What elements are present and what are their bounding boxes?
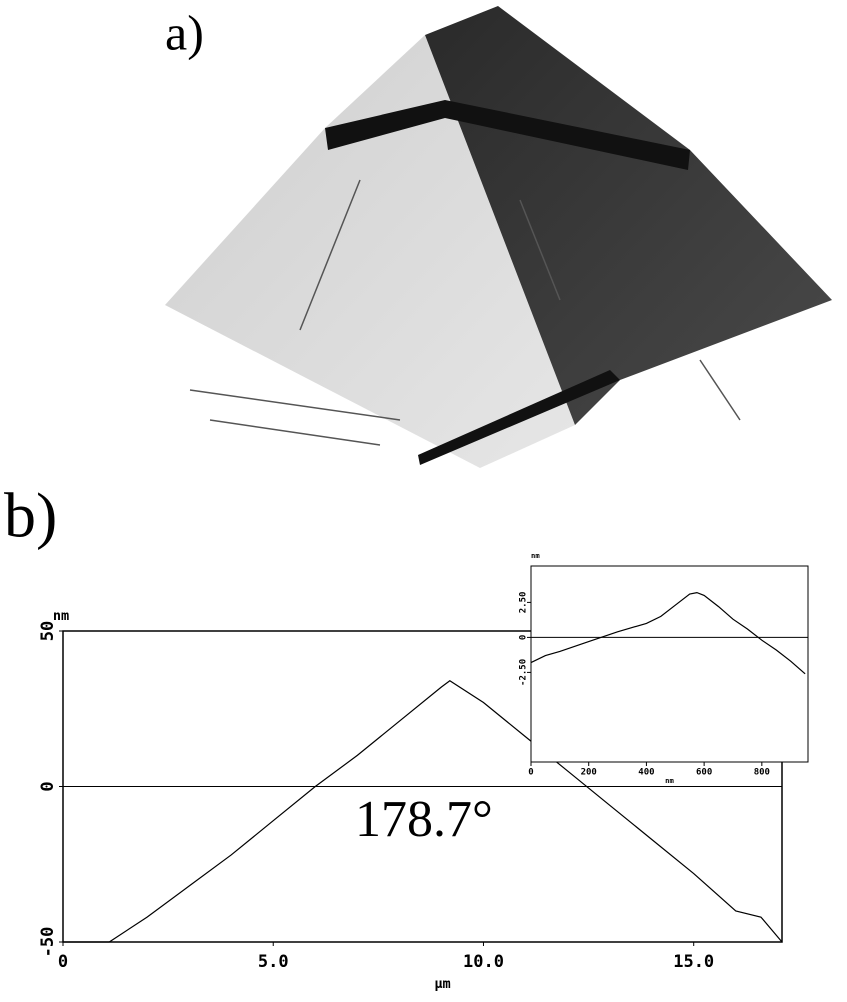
x-tick-label: 0 bbox=[58, 952, 68, 972]
x-tick-label: 600 bbox=[696, 768, 712, 778]
y-tick-label: 2.50 bbox=[519, 592, 529, 614]
figure: a) b) -5005005.010.015.0nmμm178.7°2.500-… bbox=[0, 0, 847, 1002]
page: a) b) -5005005.010.015.0nmμm178.7°2.500-… bbox=[0, 0, 847, 1002]
x-tick-label: 800 bbox=[754, 768, 770, 778]
panel-label: a) bbox=[165, 4, 204, 60]
inset-chart: 2.50 0 -2.50 0 200 400 600 800 nm nm bbox=[519, 551, 809, 785]
x-tick-label: 0 bbox=[528, 768, 533, 778]
y-axis-label: nm bbox=[53, 608, 69, 624]
x-tick-label: 400 bbox=[638, 768, 654, 778]
afm-image bbox=[165, 6, 832, 468]
y-tick-label: -50 bbox=[38, 927, 58, 958]
angle-annotation: 178.7° bbox=[355, 791, 493, 848]
x-tick-label: 200 bbox=[581, 768, 597, 778]
x-tick-label: 15.0 bbox=[673, 952, 714, 972]
x-tick-label: 10.0 bbox=[463, 952, 504, 972]
y-tick-label: -2.50 bbox=[519, 659, 529, 686]
x-tick-label: 5.0 bbox=[258, 952, 289, 972]
x-axis-label: nm bbox=[665, 776, 674, 785]
x-axis-label: μm bbox=[434, 976, 450, 992]
y-tick-label: 0 bbox=[38, 781, 58, 791]
y-tick-label: 0 bbox=[519, 635, 529, 640]
y-axis-label: nm bbox=[531, 551, 540, 560]
plot-frame bbox=[531, 566, 808, 762]
panel-label: b) bbox=[4, 480, 57, 551]
